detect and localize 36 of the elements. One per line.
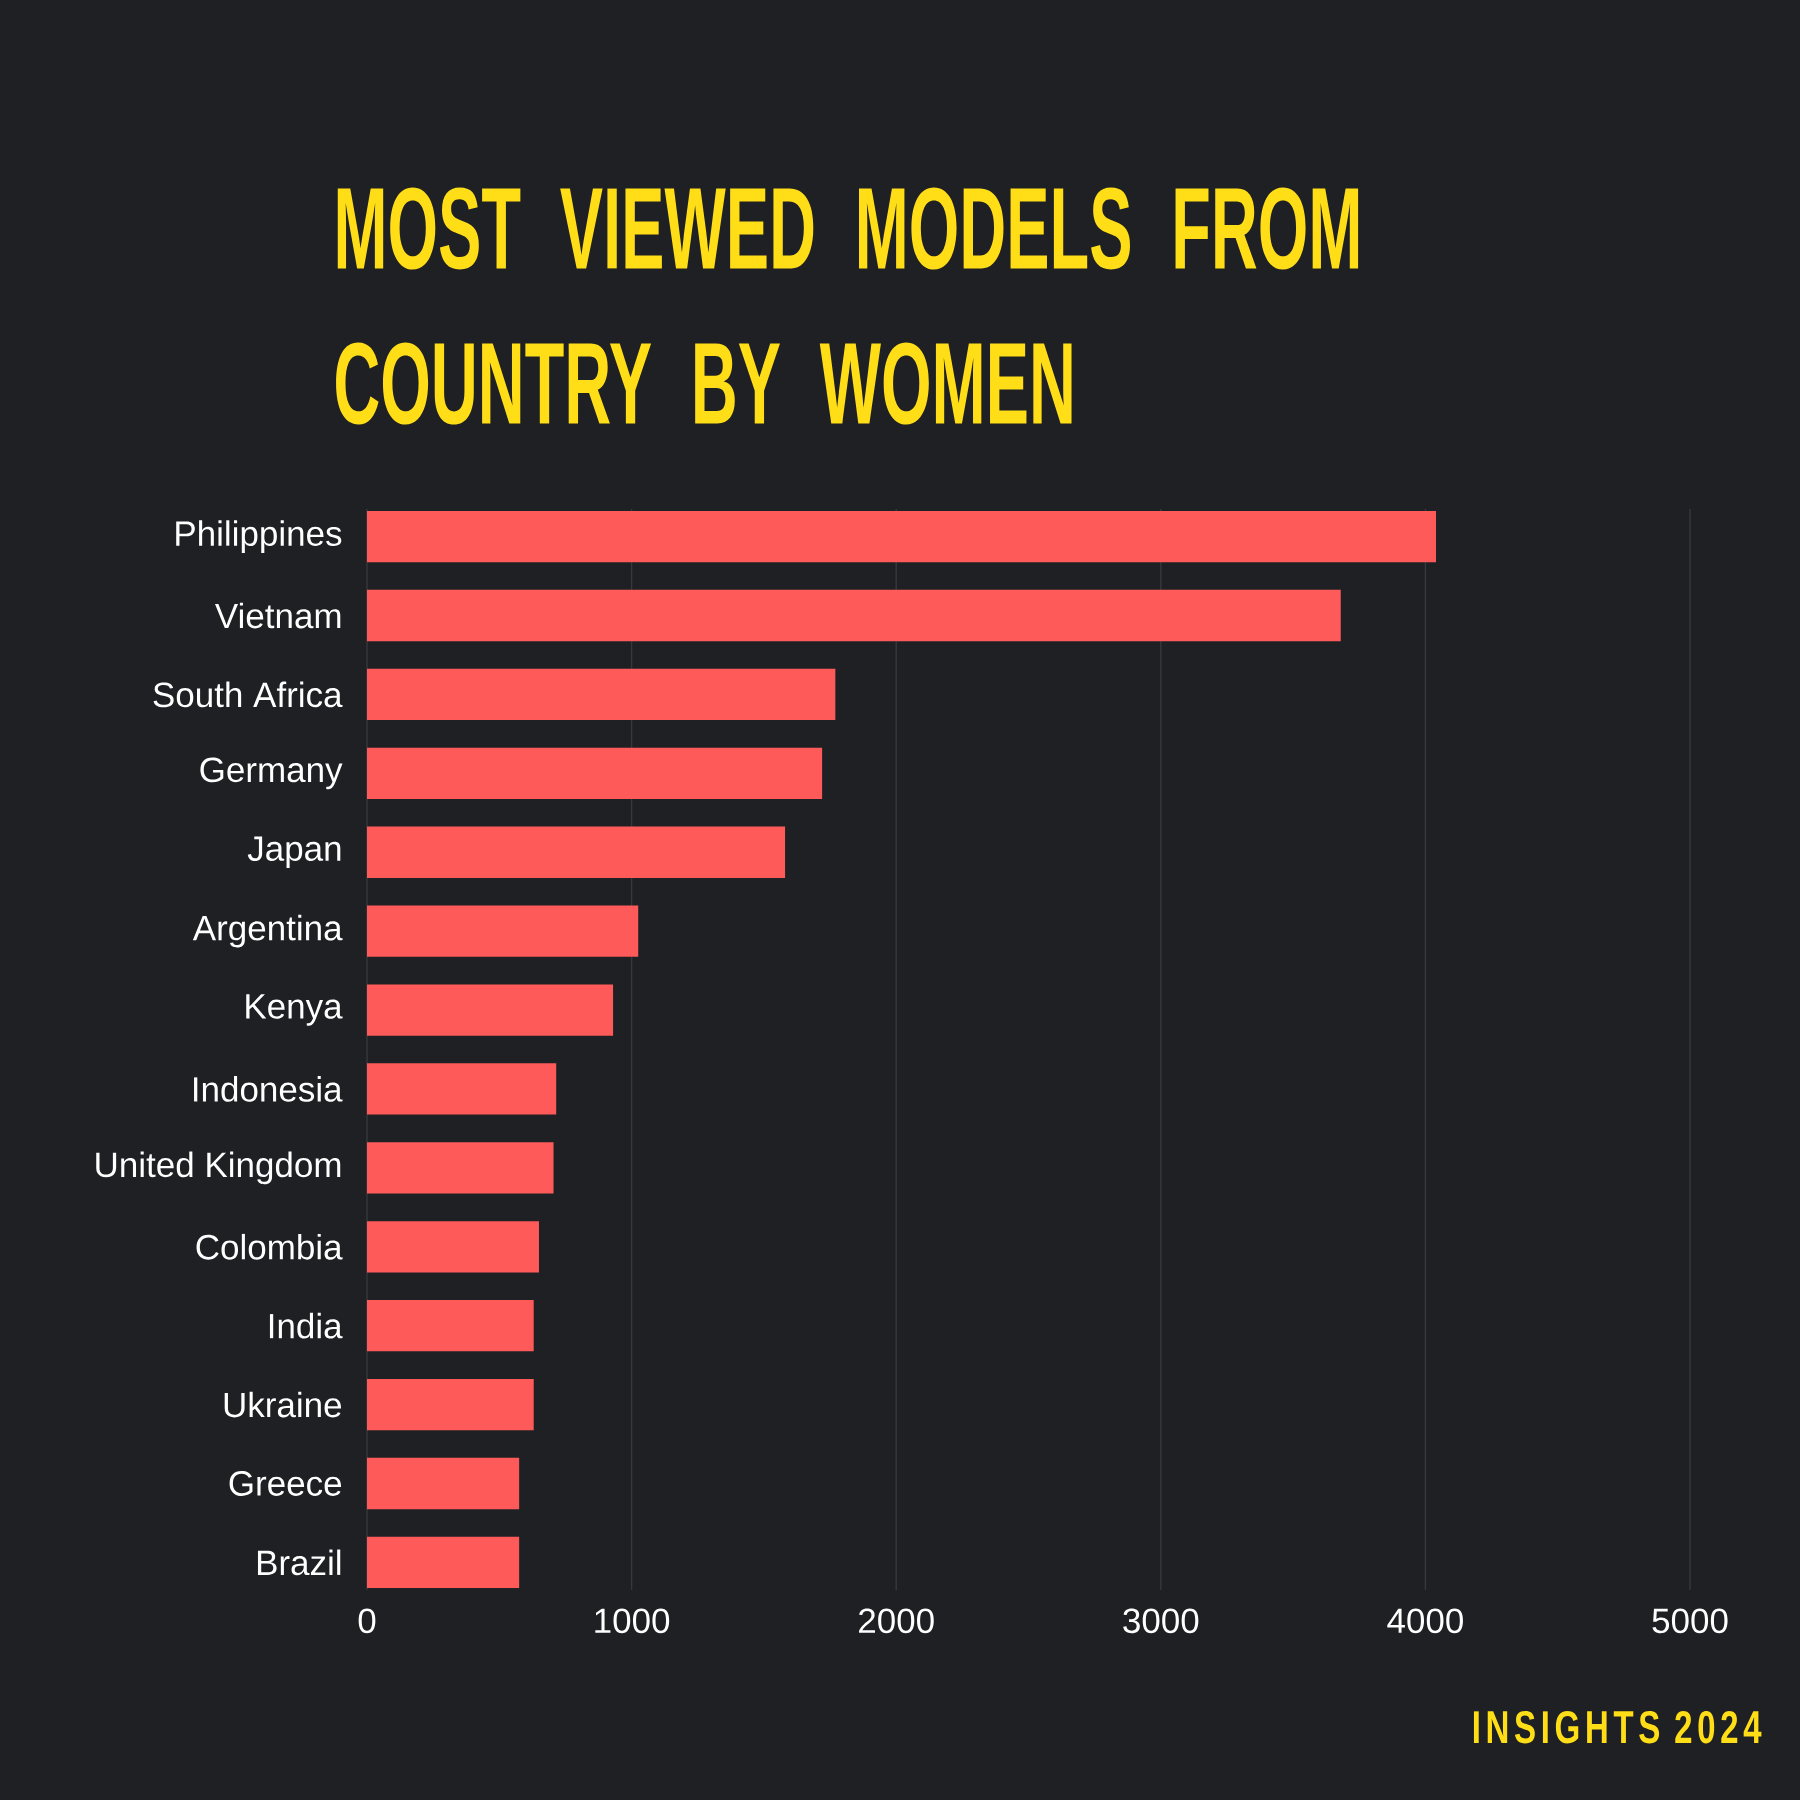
x-tick-label: 2000: [859, 1608, 934, 1634]
bar: [367, 984, 614, 1036]
bar: [367, 1142, 554, 1194]
y-tick-label: Colombia: [196, 1233, 343, 1260]
y-tick-label: Argentina: [192, 914, 343, 948]
bar: [367, 1536, 520, 1589]
bar: [367, 589, 1341, 642]
text: INSIGHTS 2024: [1473, 1710, 1762, 1744]
bar: [367, 747, 823, 799]
y-tick-label: India: [269, 1312, 343, 1339]
bar: [367, 1063, 557, 1115]
y-tick-label: Japan: [247, 836, 341, 868]
x-tick-label: 5000: [1652, 1608, 1728, 1634]
y-tick-label: Germany: [200, 757, 343, 790]
y-tick-label: United Kingdom: [96, 1151, 341, 1185]
bar: [367, 510, 1436, 563]
bar: [367, 905, 639, 957]
bar: [367, 826, 786, 878]
y-tick-label: Philippines: [176, 520, 342, 553]
x-tick-label: 3000: [1123, 1608, 1199, 1634]
chart-title: MOST VIEWED MODELS FROM COUNTRY BY WOMEN: [336, 187, 1359, 425]
y-tick-label: Brazil: [257, 1549, 341, 1576]
y-tick-label: Indonesia: [194, 1076, 343, 1102]
bar: [367, 668, 836, 721]
x-tick-label: 1000: [595, 1608, 670, 1634]
x-tick-label: 4000: [1387, 1608, 1463, 1634]
y-tick-label: Greece: [229, 1471, 342, 1496]
bar: [367, 1378, 534, 1431]
x-tick-label: 0: [358, 1608, 376, 1634]
y-tick-label: Kenya: [246, 994, 343, 1026]
y-tick-label: South Africa: [153, 681, 343, 708]
bar: [367, 1457, 520, 1510]
bar: [367, 1300, 534, 1352]
y-tick-label: Ukraine: [224, 1391, 342, 1418]
bar: [367, 1221, 539, 1273]
y-tick-label: Vietnam: [214, 602, 341, 629]
